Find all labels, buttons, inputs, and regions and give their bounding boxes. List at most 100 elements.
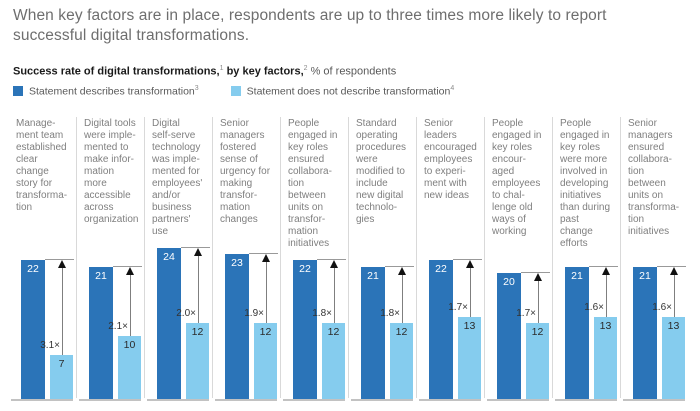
reference-line <box>249 253 278 254</box>
multiplier-label: 1.6× <box>652 302 672 313</box>
bar-value-label: 7 <box>58 358 65 370</box>
bar-statement-not-describes: 12 <box>390 323 413 399</box>
arrow-line <box>538 280 539 323</box>
bar-value-label: 12 <box>191 326 204 338</box>
factor-label: Senior managers ensured collabora- tion … <box>628 118 680 237</box>
factor-column: People engaged in key roles encour- aged… <box>484 115 552 411</box>
column-divider <box>552 117 553 398</box>
chart-subtitle: Success rate of digital transformations,… <box>13 65 396 78</box>
bar-statement-describes: 21 <box>633 267 657 399</box>
bar-value-label: 22 <box>27 263 39 275</box>
column-divider <box>144 117 145 398</box>
bar-statement-not-describes: 12 <box>322 323 345 399</box>
reference-line <box>453 259 482 260</box>
bar-statement-describes: 22 <box>293 260 317 399</box>
reference-line <box>181 247 210 248</box>
bar-statement-describes: 22 <box>429 260 453 399</box>
subtitle-bold-b: by key factors, <box>223 65 304 78</box>
bar-value-label: 24 <box>163 251 175 263</box>
arrow-line <box>402 274 403 323</box>
bar-statement-describes: 23 <box>225 254 249 399</box>
bar-statement-describes: 24 <box>157 248 181 399</box>
legend-label: Statement does not describe transformati… <box>246 85 455 98</box>
bar-value-label: 12 <box>259 326 272 338</box>
axis-baseline <box>11 399 73 401</box>
arrow-line <box>62 267 63 355</box>
factor-column: Senior managers ensured collabora- tion … <box>620 115 688 411</box>
axis-baseline <box>215 399 277 401</box>
factor-column: Senior managers fostered sense of urgenc… <box>212 115 280 411</box>
bar-value-label: 13 <box>599 320 612 332</box>
factor-label: Senior managers fostered sense of urgenc… <box>220 118 271 225</box>
bar-statement-not-describes: 13 <box>594 317 617 399</box>
bar-value-label: 21 <box>95 270 107 282</box>
multiplier-label: 1.7× <box>516 308 536 319</box>
factor-column: People engaged in key roles ensured coll… <box>280 115 348 411</box>
arrow-up-icon <box>670 267 678 275</box>
arrow-up-icon <box>330 260 338 268</box>
multiplier-label: 2.0× <box>176 308 196 319</box>
axis-baseline <box>419 399 481 401</box>
factor-label: Standard operating procedures were modif… <box>356 118 407 225</box>
arrow-up-icon <box>534 273 542 281</box>
arrow-line <box>606 274 607 317</box>
axis-baseline <box>623 399 685 401</box>
bar-statement-describes: 22 <box>21 260 45 399</box>
bar-value-label: 21 <box>571 270 583 282</box>
bar-value-label: 21 <box>367 270 379 282</box>
factor-label: Digital self-serve technology was imple-… <box>152 118 203 237</box>
arrow-up-icon <box>58 260 66 268</box>
factor-label: People engaged in key roles were more in… <box>560 118 611 249</box>
axis-baseline <box>555 399 617 401</box>
subtitle-unit: % of respondents <box>307 65 397 78</box>
bar-value-label: 12 <box>395 326 408 338</box>
subtitle-bold-a: Success rate of digital transformations, <box>13 65 220 78</box>
column-divider <box>280 117 281 398</box>
column-divider <box>76 117 77 398</box>
axis-baseline <box>79 399 141 401</box>
bar-statement-not-describes: 7 <box>50 355 73 399</box>
multiplier-label: 1.8× <box>312 308 332 319</box>
reference-line <box>317 259 346 260</box>
arrow-up-icon <box>262 254 270 262</box>
bar-statement-describes: 20 <box>497 273 521 399</box>
axis-baseline <box>283 399 345 401</box>
legend-item-describes: Statement describes transformation3 <box>13 85 199 98</box>
axis-baseline <box>351 399 413 401</box>
bar-value-label: 23 <box>231 257 243 269</box>
arrow-line <box>674 274 675 317</box>
reference-line <box>657 266 686 267</box>
factor-label: Senior leaders encouraged employees to e… <box>424 118 477 201</box>
factor-column: Digital self-serve technology was imple-… <box>144 115 212 411</box>
legend-item-not-describes: Statement does not describe transformati… <box>230 85 455 98</box>
reference-line <box>589 266 618 267</box>
bar-chart: Manage- ment team established clear chan… <box>8 115 688 411</box>
bar-value-label: 12 <box>531 326 544 338</box>
multiplier-label: 1.9× <box>244 308 264 319</box>
axis-baseline <box>487 399 549 401</box>
footnote-marker-3: 3 <box>194 85 199 92</box>
bar-statement-describes: 21 <box>565 267 589 399</box>
bar-statement-not-describes: 10 <box>118 336 141 399</box>
factor-column: Digital tools were imple- mented to make… <box>76 115 144 411</box>
arrow-line <box>266 261 267 323</box>
reference-line <box>385 266 414 267</box>
arrow-up-icon <box>126 267 134 275</box>
legend-swatch-light-icon <box>230 86 241 97</box>
bar-statement-not-describes: 12 <box>186 323 209 399</box>
factor-column: People engaged in key roles were more in… <box>552 115 620 411</box>
bar-value-label: 22 <box>299 263 311 275</box>
factor-label: People engaged in key roles encour- aged… <box>492 118 542 237</box>
arrow-line <box>334 267 335 323</box>
arrow-line <box>470 267 471 317</box>
factor-label: People engaged in key roles ensured coll… <box>288 118 338 249</box>
arrow-up-icon <box>466 260 474 268</box>
arrow-up-icon <box>602 267 610 275</box>
bar-statement-describes: 21 <box>89 267 113 399</box>
legend-label: Statement describes transformation3 <box>29 85 199 98</box>
bar-value-label: 20 <box>503 276 515 288</box>
bar-statement-not-describes: 13 <box>662 317 685 399</box>
column-divider <box>348 117 349 398</box>
multiplier-label: 2.1× <box>108 321 128 332</box>
